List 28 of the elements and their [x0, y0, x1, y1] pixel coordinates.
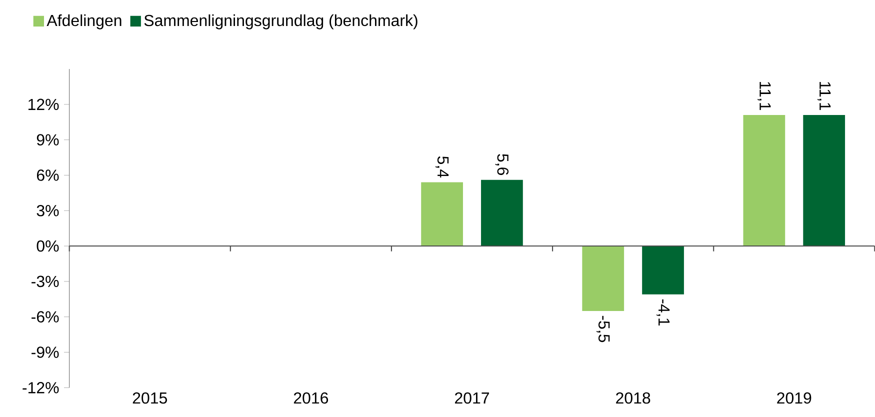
y-tick-label: -12% — [22, 382, 59, 394]
y-tick-label: -9% — [32, 346, 59, 358]
data-label: 5,6 — [495, 154, 509, 175]
data-label: -5,5 — [596, 316, 610, 342]
bar — [582, 246, 624, 311]
x-tick-label: 2018 — [616, 392, 650, 404]
x-tick-label: 2015 — [132, 392, 167, 404]
data-label: 11,1 — [758, 82, 771, 110]
y-tick-label: 6% — [36, 170, 59, 181]
y-tick-label: -3% — [32, 276, 59, 288]
legend-label: Sammenligningsgrundlag (benchmark) — [144, 14, 418, 30]
data-label: 11,1 — [818, 82, 831, 110]
bar — [803, 115, 846, 246]
bar — [481, 180, 523, 246]
bar — [642, 246, 684, 294]
y-tick-label: 12% — [28, 98, 59, 110]
y-tick-label: 0% — [36, 240, 59, 252]
y-tick-label: -6% — [32, 311, 59, 322]
y-tick-label: 3% — [36, 204, 59, 216]
x-tick-label: 2019 — [777, 392, 812, 404]
bar — [421, 182, 463, 246]
y-tick-label: 9% — [36, 134, 59, 146]
x-tick-label: 2016 — [294, 392, 328, 404]
bar — [743, 115, 786, 246]
legend-label: Afdelingen — [46, 14, 122, 30]
data-label: -4,1 — [656, 299, 670, 326]
x-tick-label: 2017 — [455, 392, 489, 404]
data-label: 5,4 — [436, 156, 449, 178]
